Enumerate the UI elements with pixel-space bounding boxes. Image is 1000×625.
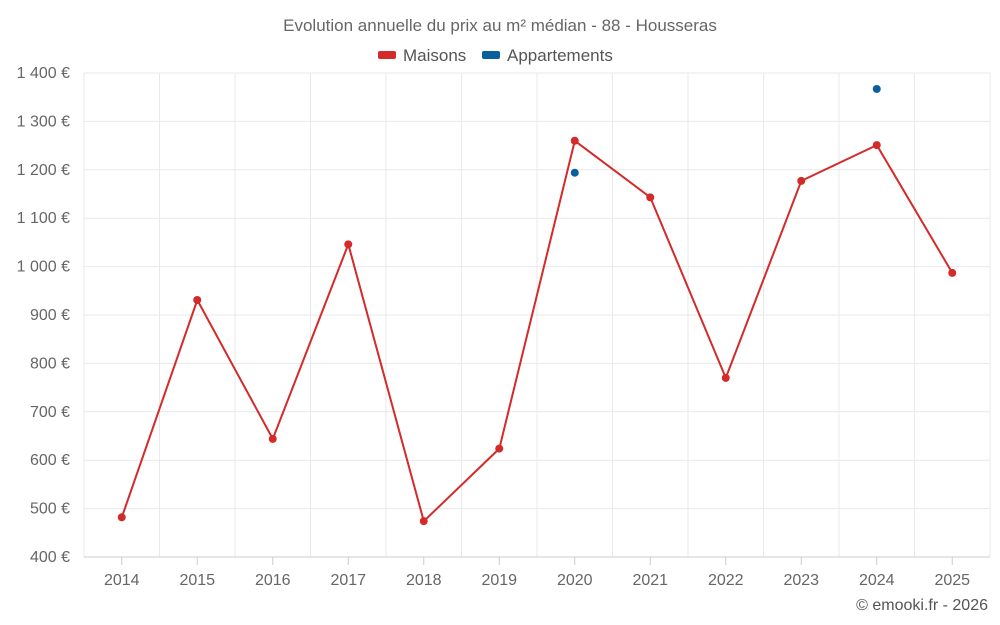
data-point-maisons-2018[interactable]: [419, 517, 428, 526]
data-point-appartements-2024[interactable]: [872, 84, 881, 93]
x-tick-label: 2015: [179, 572, 215, 589]
x-tick-label: 2021: [632, 572, 668, 589]
y-tick-label: 1 300 €: [17, 113, 70, 130]
data-point-appartements-2020[interactable]: [570, 168, 579, 177]
y-tick-label: 1 200 €: [17, 162, 70, 179]
series-maisons: [117, 136, 957, 526]
legend-item-appartements[interactable]: Appartements: [482, 46, 613, 65]
y-tick-label: 1 400 €: [17, 65, 70, 82]
chart-title: Evolution annuelle du prix au m² médian …: [283, 16, 717, 35]
legend-swatch-maisons: [378, 51, 396, 59]
y-tick-label: 1 000 €: [17, 259, 70, 276]
x-tick-label: 2017: [330, 572, 366, 589]
data-point-maisons-2023[interactable]: [797, 176, 806, 185]
data-point-maisons-2019[interactable]: [495, 444, 504, 453]
data-point-maisons-2021[interactable]: [646, 193, 655, 202]
data-point-maisons-2022[interactable]: [721, 373, 730, 382]
data-point-maisons-2016[interactable]: [268, 434, 277, 443]
legend: Maisons Appartements: [378, 46, 613, 65]
y-tick-label: 900 €: [30, 307, 70, 324]
data-point-maisons-2015[interactable]: [193, 295, 202, 304]
data-point-maisons-2020[interactable]: [570, 136, 579, 145]
x-tick-label: 2018: [406, 572, 442, 589]
x-tick-label: 2020: [557, 572, 593, 589]
series-appartements: [570, 84, 881, 177]
y-tick-label: 600 €: [30, 452, 70, 469]
x-tick-label: 2019: [481, 572, 517, 589]
series-layer: [117, 84, 957, 526]
legend-label-appartements: Appartements: [507, 46, 613, 65]
grid: [83, 72, 991, 557]
y-tick-label: 1 100 €: [17, 210, 70, 227]
x-tick-label: 2016: [255, 572, 291, 589]
x-tick-label: 2023: [783, 572, 819, 589]
y-tick-label: 700 €: [30, 404, 70, 421]
data-point-maisons-2025[interactable]: [948, 268, 957, 277]
series-line-maisons: [120, 139, 954, 523]
y-tick-label: 800 €: [30, 355, 70, 372]
x-tick-label: 2024: [859, 572, 895, 589]
y-axis: 400 € 500 € 600 € 700 € 800 € 900 € 1 000 € 1 1…: [17, 65, 70, 566]
x-tick-label: 2025: [934, 572, 970, 589]
y-tick-label: 500 €: [30, 501, 70, 518]
legend-swatch-appartements: [482, 51, 500, 59]
y-tick-label: 400 €: [30, 549, 70, 566]
x-axis: 2014 2015 2016 2017 2018 2019 2020 2021 2022 2023…: [84, 556, 990, 589]
legend-item-maisons[interactable]: Maisons: [378, 46, 466, 65]
legend-label-maisons: Maisons: [403, 46, 466, 65]
data-point-maisons-2014[interactable]: [117, 513, 126, 522]
x-tick-label: 2014: [104, 572, 140, 589]
data-point-maisons-2024[interactable]: [872, 141, 881, 150]
data-point-maisons-2017[interactable]: [344, 240, 353, 249]
x-tick-label: 2022: [708, 572, 744, 589]
credit-text: © emooki.fr - 2026: [856, 597, 988, 614]
